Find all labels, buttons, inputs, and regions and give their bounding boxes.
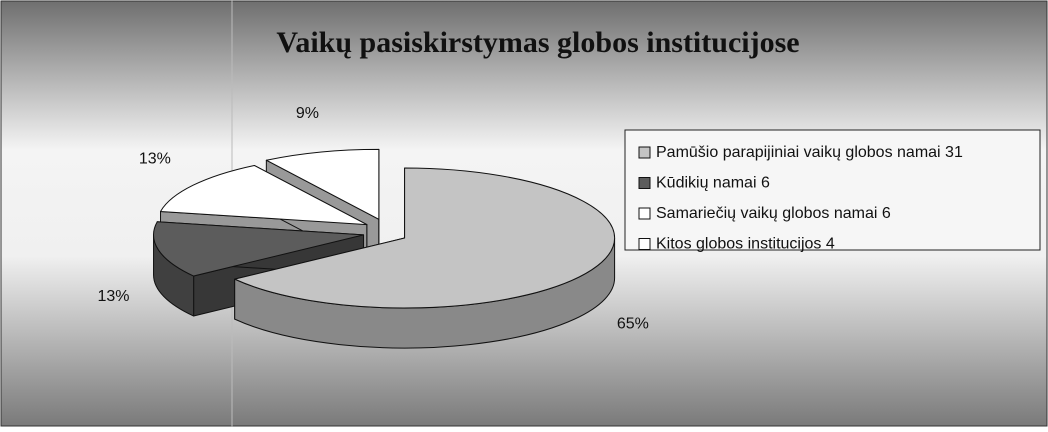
legend-label: Pamūšio parapijiniai vaikų globos namai … (656, 144, 963, 161)
legend-box (624, 129, 1041, 251)
slice-top (153, 221, 365, 277)
legend-label: Kitos globos institucijos 4 (656, 236, 835, 253)
legend-label: Kūdikių namai 6 (656, 175, 770, 192)
value-label: 9% (296, 105, 319, 122)
legend-swatch (638, 238, 651, 250)
legend-swatch (638, 207, 651, 220)
slice-top (160, 164, 368, 226)
legend-swatch (638, 146, 651, 159)
value-label: 13% (139, 151, 171, 168)
chart-title: Vaikų pasiskirstymas globos institucijos… (276, 26, 799, 59)
legend-label: Samariečių vaikų globos namai 6 (656, 205, 891, 222)
value-label: 13% (97, 288, 129, 305)
value-label: 65% (617, 315, 649, 332)
slice-top (234, 167, 616, 309)
slice (234, 167, 616, 349)
legend-swatch (638, 177, 651, 189)
slice-top (265, 148, 380, 220)
